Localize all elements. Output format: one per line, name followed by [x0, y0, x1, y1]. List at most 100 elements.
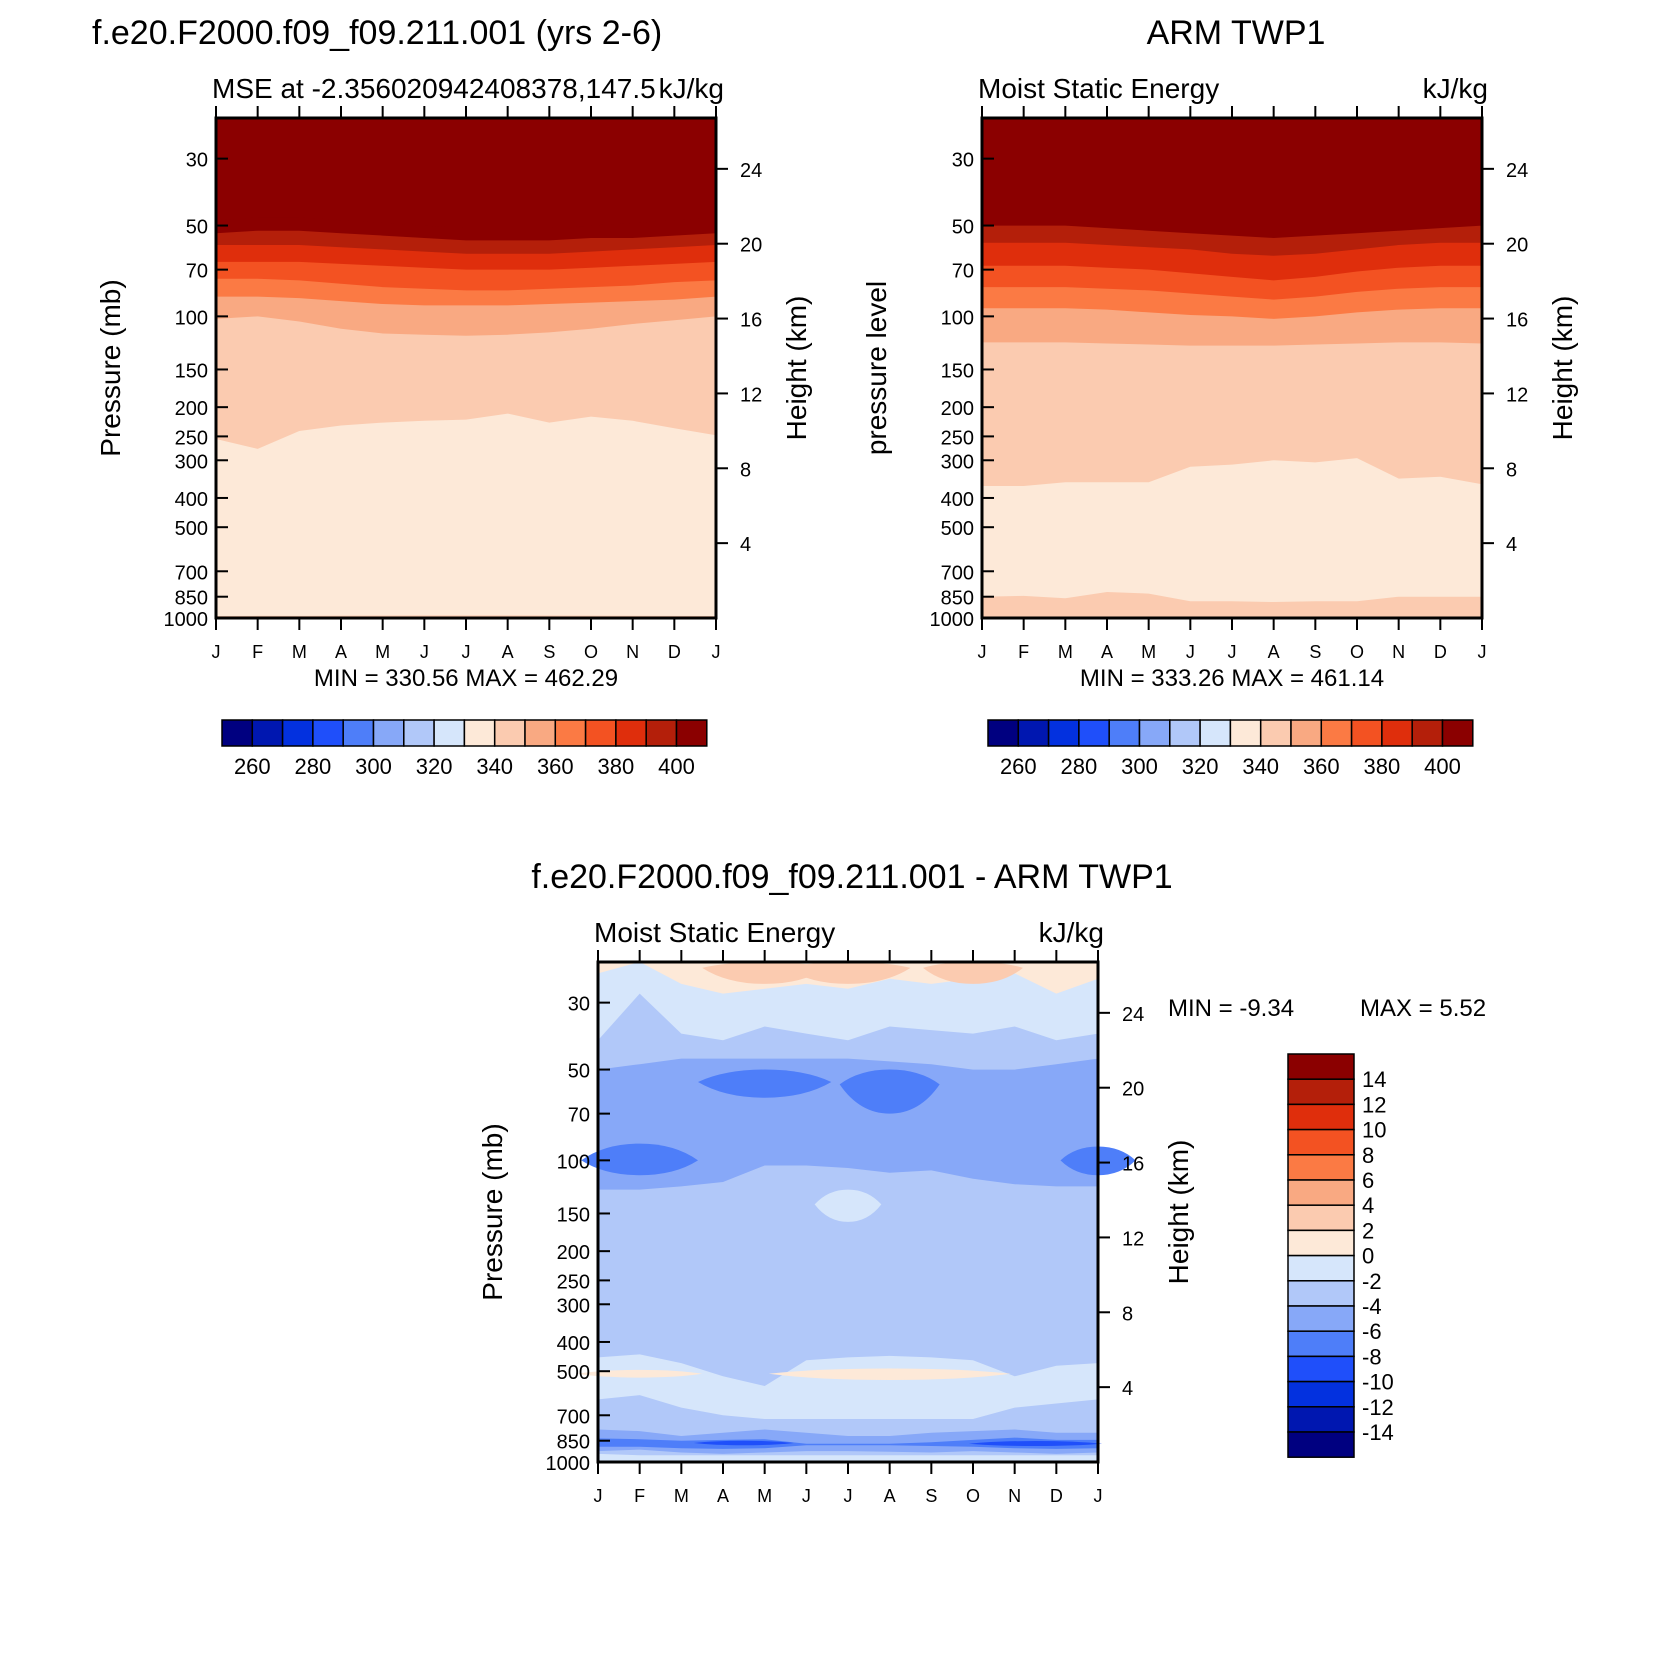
- model-height-tick-label: 4: [740, 534, 751, 556]
- diff-colorbar-box: [1287, 1078, 1355, 1106]
- obs-pressure-tick-label: 1000: [930, 609, 975, 631]
- diff-month-label: J: [802, 1486, 811, 1506]
- model-colorbar-box: [554, 719, 587, 747]
- model-colorbar-label: 320: [416, 754, 453, 779]
- model-month-label: A: [335, 642, 347, 662]
- obs-month-label: S: [1309, 642, 1321, 662]
- model-month-label: J: [712, 642, 721, 662]
- diff-colorbar-box: [1287, 1431, 1355, 1458]
- diff-contour-plot: [577, 962, 1136, 1462]
- model-colorbar-box: [645, 719, 678, 747]
- obs-contour-plot: [982, 118, 1482, 618]
- model-colorbar-label: 360: [537, 754, 574, 779]
- model-colorbar-label: 260: [234, 754, 271, 779]
- obs-colorbar: 260 280 300 320 340 360 380 400: [987, 719, 1474, 779]
- obs-colorbar-label: 360: [1303, 754, 1340, 779]
- diff-pressure-tick-label: 50: [568, 1061, 590, 1083]
- model-pressure-tick-label: 30: [186, 150, 208, 172]
- diff-colorbar-label: 10: [1362, 1118, 1386, 1143]
- diff-colorbar-box: [1287, 1204, 1355, 1232]
- diff-pressure-tick-label: 850: [557, 1432, 590, 1454]
- model-ylabel: Pressure (mb): [95, 279, 126, 456]
- diff-month-label: A: [884, 1486, 896, 1506]
- diff-colorbar-box: [1287, 1103, 1355, 1131]
- obs-month-label: A: [1101, 642, 1113, 662]
- diff-colorbar-box: [1287, 1128, 1355, 1156]
- diff-colorbar-label: -10: [1362, 1370, 1394, 1395]
- model-month-label: J: [462, 642, 471, 662]
- model-height-tick-label: 20: [740, 235, 762, 257]
- obs-colorbar-label: 400: [1424, 754, 1461, 779]
- diff-pressure-tick-label: 100: [557, 1151, 590, 1173]
- diff-month-label: S: [925, 1486, 937, 1506]
- diff-max: MAX = 5.52: [1360, 995, 1486, 1022]
- obs-pressure-tick-label: 150: [941, 360, 974, 382]
- diff-month-label: O: [966, 1486, 980, 1506]
- obs-subtitle-right: kJ/kg: [1423, 73, 1488, 104]
- diff-pressure-tick-label: 500: [557, 1362, 590, 1384]
- diff-fill-min-region: [698, 1069, 832, 1098]
- model-colorbar-box: [675, 719, 708, 747]
- obs-colorbar-box: [1017, 719, 1050, 747]
- model-contour-plot: [216, 118, 716, 618]
- obs-pressure-tick-label: 850: [941, 588, 974, 610]
- model-pressure-tick-label: 500: [175, 518, 208, 540]
- diff-height-tick-label: 24: [1122, 1004, 1144, 1026]
- model-fill-level-410: [216, 118, 716, 229]
- diff-month-label: J: [594, 1486, 603, 1506]
- obs-colorbar-box: [1411, 719, 1444, 747]
- diff-colorbar-label: -6: [1362, 1319, 1382, 1344]
- obs-colorbar-box: [1078, 719, 1110, 747]
- diff-fill-top-warm-peak: [923, 962, 1023, 984]
- diff-fill-mid-pale-spot: [814, 1189, 882, 1222]
- model-colorbar-box: [281, 719, 314, 747]
- obs-colorbar-box: [1199, 719, 1232, 747]
- diff-colorbar-label: -2: [1362, 1269, 1382, 1294]
- diff-ylabel-right: Height (km): [1163, 1140, 1194, 1285]
- model-colorbar-box: [403, 719, 435, 747]
- obs-colorbar-label: 260: [1000, 754, 1037, 779]
- model-month-label: S: [543, 642, 555, 662]
- diff-month-label: N: [1008, 1486, 1021, 1506]
- diff-colorbar-box: [1287, 1229, 1355, 1257]
- obs-month-label: N: [1392, 642, 1405, 662]
- obs-colorbar-label: 380: [1364, 754, 1401, 779]
- model-month-label: O: [584, 642, 598, 662]
- diff-subtitle-right: kJ/kg: [1039, 917, 1104, 948]
- model-colorbar-box: [312, 719, 344, 747]
- obs-ylabel: pressure level: [861, 281, 892, 455]
- obs-colorbar-box: [1169, 719, 1201, 747]
- diff-colorbar-box: [1287, 1380, 1355, 1408]
- model-colorbar-box: [342, 719, 375, 747]
- model-colorbar-label: 380: [598, 754, 635, 779]
- model-colorbar-label: 400: [658, 754, 695, 779]
- model-pressure-tick-label: 300: [175, 451, 208, 473]
- model-pressure-tick-label: 200: [175, 398, 208, 420]
- diff-fill-mid-warm: [768, 1368, 1011, 1381]
- diff-colorbar-box: [1287, 1355, 1355, 1383]
- model-main-title: f.e20.F2000.f09_f09.211.001 (yrs 2-6): [92, 14, 662, 52]
- diff-pressure-tick-label: 1000: [546, 1453, 591, 1475]
- obs-height-tick-label: 20: [1506, 235, 1528, 257]
- diff-panel: f.e20.F2000.f09_f09.211.001 - ARM TWP1 M…: [477, 858, 1486, 1506]
- diff-colorbar-box: [1287, 1254, 1355, 1282]
- obs-colorbar-label: 340: [1242, 754, 1279, 779]
- diff-colorbar-label: -14: [1362, 1420, 1394, 1445]
- model-colorbar-box: [221, 719, 254, 747]
- obs-month-label: J: [1228, 642, 1237, 662]
- model-height-tick-label: 24: [740, 160, 762, 182]
- diff-colorbar-label: 14: [1362, 1067, 1386, 1092]
- model-month-label: M: [375, 642, 390, 662]
- obs-height-tick-label: 16: [1506, 310, 1528, 332]
- model-height-tick-label: 16: [740, 310, 762, 332]
- diff-fill-top-warm-peak: [785, 962, 911, 984]
- model-subtitle-right: kJ/kg: [659, 73, 724, 104]
- obs-pressure-tick-label: 70: [952, 261, 974, 283]
- model-height-tick-label: 8: [740, 459, 751, 481]
- obs-height-tick-label: 4: [1506, 534, 1517, 556]
- obs-colorbar-box: [1259, 719, 1292, 747]
- diff-colorbar-label: -4: [1362, 1294, 1382, 1319]
- model-pressure-tick-label: 100: [175, 307, 208, 329]
- obs-minmax: MIN = 333.26 MAX = 461.14: [1080, 665, 1384, 692]
- model-pressure-tick-label: 700: [175, 562, 208, 584]
